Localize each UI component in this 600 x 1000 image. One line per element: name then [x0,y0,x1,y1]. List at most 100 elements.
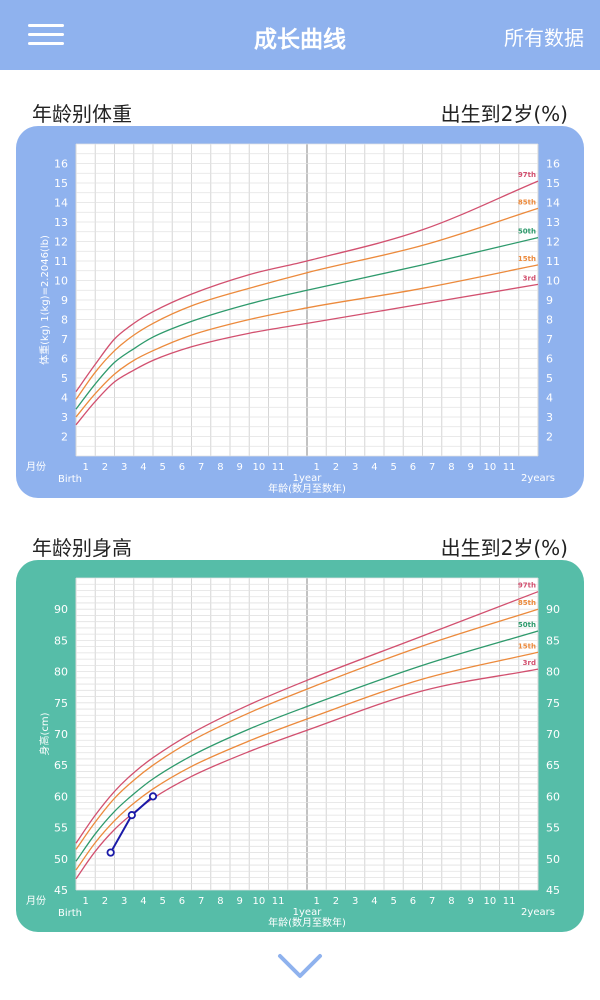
y-tick-label: 13 [54,216,68,229]
x-unit-label: 月份 [26,461,46,473]
percentile-line-15th [75,264,539,418]
percentile-line-50th [75,236,539,410]
x-tick-label: 5 [390,462,396,473]
y-tick-label-right: 55 [546,822,560,835]
percentile-line-85th [75,207,539,400]
y-tick-label: 5 [61,372,68,385]
x-tick-label: 7 [198,462,204,473]
x-tick-label: 6 [179,462,185,473]
y-tick-label: 75 [54,697,68,710]
child-measurement-point [127,811,136,820]
percentile-line-97th [75,591,539,844]
y-tick-label-right: 13 [546,216,560,229]
x-tick-label: 4 [140,896,146,907]
percentile-line-85th [75,608,539,850]
y-tick-label: 85 [54,634,68,647]
y-tick-label: 8 [61,314,68,327]
x-tick-label: 3 [352,462,358,473]
x-tick-label: 5 [390,896,396,907]
x-tick-label: 4 [140,462,146,473]
y-tick-label: 6 [61,353,68,366]
height-section-title: 年龄别身高 [32,536,132,560]
weight-chart-card[interactable]: 1 2 3 4 5 6 7 8 9 10 11 1 2 3 4 5 6 7 8 9 10 11 2 2 3 3 4 4 5 5 6 6 7 7 8 8… [16,126,584,498]
x-tick-label: 6 [410,462,416,473]
hamburger-menu-icon[interactable] [28,24,64,46]
page-title: 成长曲线 [254,27,346,53]
x-tick-label: 11 [272,462,285,473]
x-tick-label: 7 [429,462,435,473]
percentile-line-15th [75,651,539,871]
x-tick-birth: Birth [58,474,82,485]
x-tick-label: 10 [484,462,497,473]
x-tick-label: 3 [352,896,358,907]
x-tick-label: 2 [333,896,339,907]
x-tick-label: 1 [313,896,319,907]
y-tick-label: 50 [54,853,68,866]
x-tick-label: 1 [313,462,319,473]
y-tick-label: 65 [54,759,68,772]
x-tick-label: 8 [217,462,223,473]
x-tick-2years: 2years [521,907,555,918]
x-tick-birth: Birth [58,908,82,919]
x-tick-label: 8 [217,896,223,907]
y-tick-label-right: 70 [546,728,560,741]
y-tick-label-right: 3 [546,411,553,424]
x-tick-label: 10 [253,462,266,473]
weight-for-age-chart: 1 2 3 4 5 6 7 8 9 10 11 1 2 3 4 5 6 7 8 9 10 112 23 34 45 56 67 78 8… [26,143,560,495]
y-tick-label-right: 50 [546,853,560,866]
y-tick-label: 3 [61,411,68,424]
y-tick-label: 11 [54,255,68,268]
y-tick-label: 10 [54,275,68,288]
x-tick-label: 9 [236,462,242,473]
y-tick-label: 2 [61,431,68,444]
percentile-label-85th: 85th [518,599,536,607]
y-tick-label: 16 [54,158,68,171]
x-tick-label: 9 [467,896,473,907]
y-tick-label-right: 7 [546,333,553,346]
y-tick-label: 90 [54,603,68,616]
weight-section-title: 年龄别体重 [32,102,132,126]
x-tick-label: 7 [198,896,204,907]
x-tick-1year: 1year [293,473,323,484]
y-tick-label-right: 90 [546,603,560,616]
height-section-range: 出生到2岁(%) [440,536,568,560]
all-data-button[interactable]: 所有数据 [504,26,584,50]
percentile-label-50th: 50th [518,228,536,236]
percentile-label-97th: 97th [518,582,536,590]
y-tick-label-right: 16 [546,158,560,171]
percentile-label-50th: 50th [518,621,536,629]
x-tick-label: 6 [410,896,416,907]
x-axis-label: 年龄(数月至数年) [268,916,346,929]
y-tick-label-right: 5 [546,372,553,385]
y-axis-label: 身高(cm) [38,712,51,755]
x-tick-label: 1 [82,896,88,907]
x-tick-label: 3 [121,896,127,907]
y-axis-label: 体重(kg) 1(kg)=2.2046(lb) [38,235,51,365]
percentile-line-97th [75,180,539,392]
y-tick-label: 55 [54,822,68,835]
x-tick-label: 11 [272,896,285,907]
app-header: 成长曲线 所有数据 [0,0,600,70]
x-tick-1year: 1year [293,907,323,918]
x-tick-label: 4 [371,896,377,907]
x-axis-label: 年龄(数月至数年) [268,482,346,495]
percentile-label-15th: 15th [518,255,536,263]
y-tick-label-right: 15 [546,177,560,190]
y-tick-label: 7 [61,333,68,346]
y-tick-label: 9 [61,294,68,307]
percentile-label-3rd: 3rd [523,274,536,282]
x-tick-label: 3 [121,462,127,473]
x-tick-label: 9 [236,896,242,907]
x-tick-label: 11 [503,896,516,907]
y-tick-label: 14 [54,197,68,210]
weight-section-range: 出生到2岁(%) [440,102,568,126]
y-tick-label-right: 85 [546,634,560,647]
y-tick-label-right: 65 [546,759,560,772]
percentile-label-3rd: 3rd [523,659,536,667]
height-chart-card[interactable]: 1 2 3 4 5 6 7 8 9 10 11 1 2 3 4 5 6 7 8 9 10 11 45 45 50 50 55 55 60… [16,560,584,932]
y-tick-label-right: 14 [546,197,560,210]
y-tick-label-right: 12 [546,236,560,249]
y-tick-label: 45 [54,884,68,897]
chevron-down-icon[interactable] [276,952,324,980]
